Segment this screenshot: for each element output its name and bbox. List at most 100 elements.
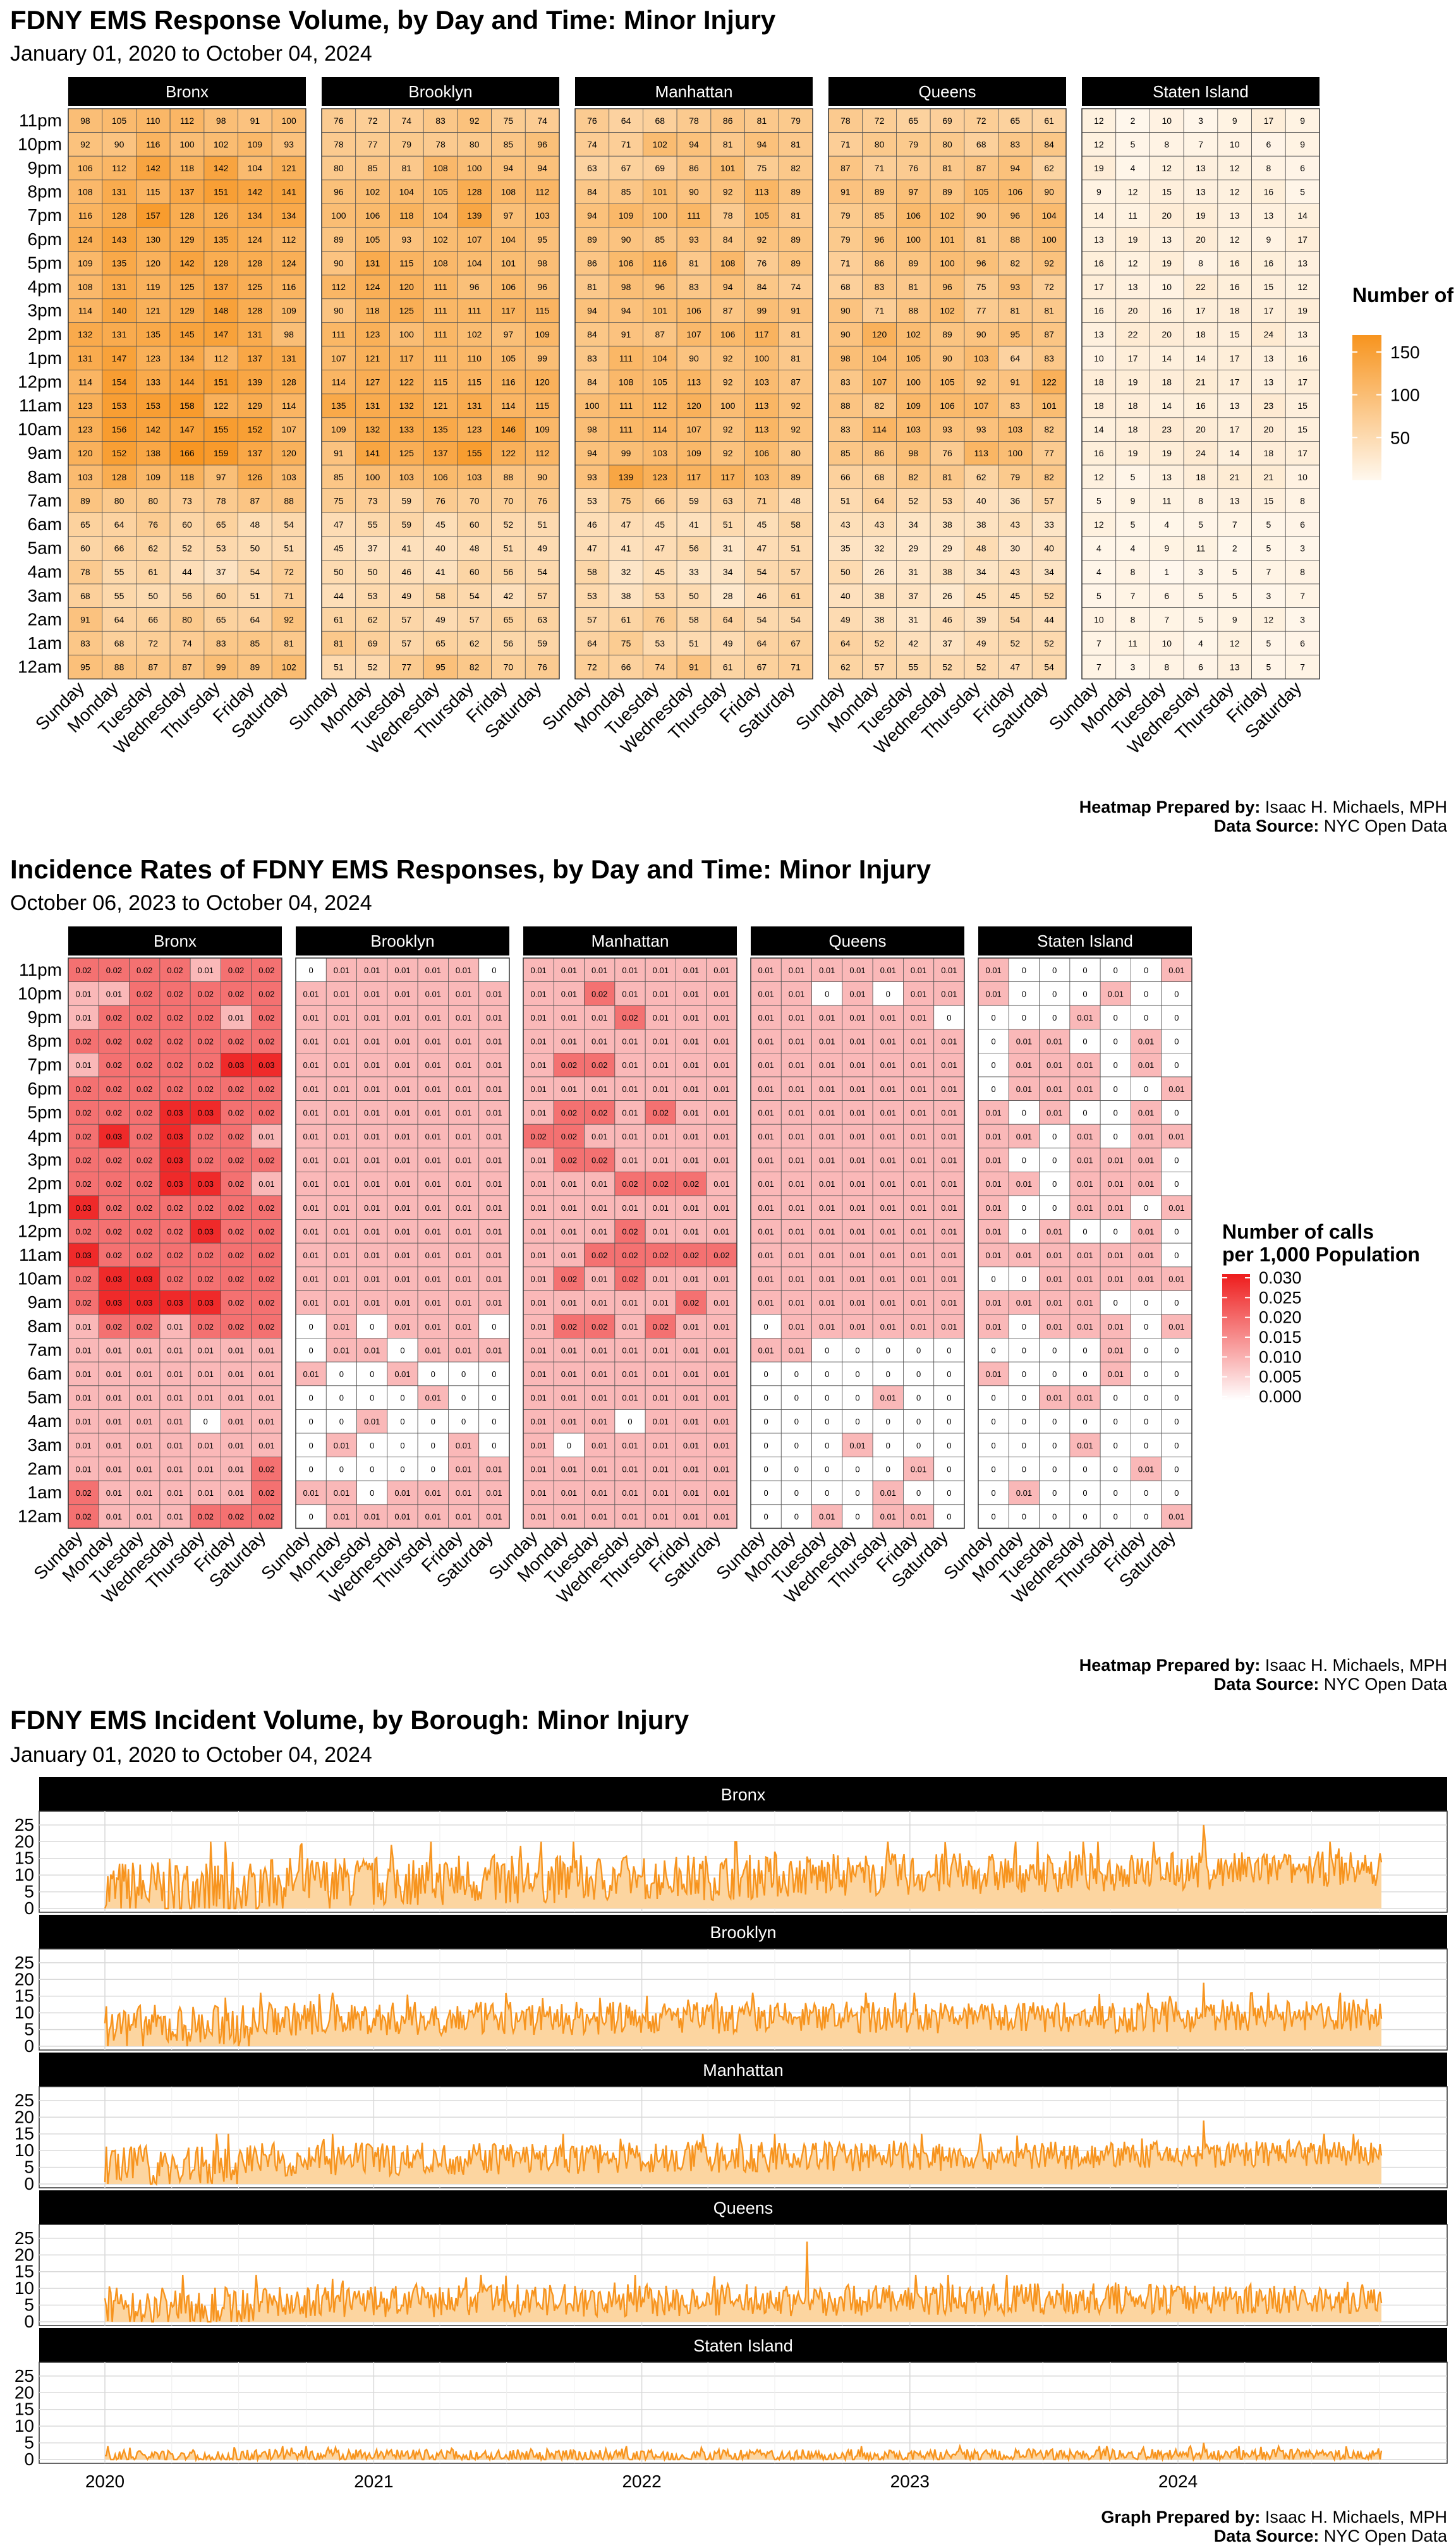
cell-value: 87 bbox=[148, 662, 158, 672]
cell-value: 69 bbox=[942, 116, 952, 126]
cell-value: 16 bbox=[1094, 258, 1104, 268]
cell-value: 0 bbox=[339, 1417, 344, 1426]
heatmap-cell bbox=[169, 155, 205, 181]
cell-value: 20 bbox=[1196, 234, 1206, 245]
heatmap-cell bbox=[136, 560, 171, 585]
cell-value: 0.01 bbox=[530, 1369, 546, 1379]
cell-value: 107 bbox=[331, 353, 346, 363]
cell-value: 94 bbox=[504, 163, 514, 173]
cell-value: 13 bbox=[1230, 210, 1240, 221]
y-tick-label: 5 bbox=[24, 2295, 34, 2315]
cell-value: 135 bbox=[112, 258, 127, 268]
heatmap-cell bbox=[862, 227, 897, 252]
cell-value: 0.01 bbox=[758, 1037, 774, 1046]
cell-value: 124 bbox=[78, 234, 93, 245]
cell-value: 0.01 bbox=[198, 1464, 214, 1474]
cell-value: 0.01 bbox=[789, 1251, 804, 1260]
cell-value: 0.01 bbox=[456, 1227, 471, 1236]
heatmap-cell bbox=[169, 251, 205, 276]
cell-value: 0.01 bbox=[941, 1322, 957, 1332]
cell-value: 100 bbox=[467, 163, 482, 173]
cell-value: 102 bbox=[940, 210, 955, 221]
cell-value: 0.01 bbox=[941, 1251, 957, 1260]
cell-value: 50 bbox=[368, 567, 378, 577]
cell-value: 0 bbox=[855, 1464, 859, 1474]
cell-value: 123 bbox=[78, 425, 93, 435]
heatmap-cell bbox=[778, 274, 813, 300]
cell-value: 0 bbox=[947, 1441, 951, 1450]
cell-value: 148 bbox=[214, 306, 229, 316]
cell-value: 0.02 bbox=[622, 1227, 638, 1236]
cell-value: 133 bbox=[399, 425, 415, 435]
heatmap-cell bbox=[136, 370, 171, 394]
cell-value: 117 bbox=[755, 329, 769, 339]
cell-value: 0.01 bbox=[425, 1488, 441, 1498]
cell-value: 0.01 bbox=[258, 1417, 274, 1426]
cell-value: 0.02 bbox=[75, 1275, 91, 1284]
cell-value: 0 bbox=[1022, 1441, 1026, 1450]
cell-value: 0 bbox=[309, 966, 313, 975]
cell-value: 53 bbox=[942, 495, 952, 506]
cell-value: 118 bbox=[180, 163, 195, 173]
cell-value: 45 bbox=[334, 543, 344, 554]
cell-value: 0 bbox=[764, 1441, 768, 1450]
cell-value: 106 bbox=[1008, 187, 1023, 197]
cell-value: 70 bbox=[504, 662, 514, 672]
cell-value: 52 bbox=[976, 662, 986, 672]
cell-value: 142 bbox=[248, 187, 263, 197]
cell-value: 67 bbox=[791, 638, 801, 648]
cell-value: 51 bbox=[334, 662, 344, 672]
cell-value: 0.01 bbox=[334, 1156, 349, 1165]
cell-value: 7 bbox=[1096, 662, 1101, 672]
heatmap-cell bbox=[574, 393, 610, 418]
cell-value: 0 bbox=[992, 1345, 996, 1355]
cell-value: 98 bbox=[80, 116, 90, 126]
cell-value: 0.01 bbox=[592, 1345, 607, 1355]
cell-value: 0.01 bbox=[530, 1227, 546, 1236]
cell-value: 17 bbox=[1094, 282, 1104, 292]
cell-value: 72 bbox=[976, 116, 986, 126]
cell-value: 0.01 bbox=[758, 966, 774, 975]
cell-value: 47 bbox=[587, 543, 597, 554]
cell-value: 0.01 bbox=[985, 1251, 1001, 1260]
cell-value: 145 bbox=[179, 329, 195, 339]
cell-value: 0.01 bbox=[486, 1251, 502, 1260]
cell-value: 10 bbox=[1094, 614, 1104, 624]
cell-value: 76 bbox=[537, 662, 547, 672]
heatmap-cell bbox=[744, 370, 779, 394]
cell-value: 0.01 bbox=[1077, 1251, 1093, 1260]
cell-value: 0.01 bbox=[364, 1298, 380, 1307]
cell-value: 24 bbox=[1264, 329, 1274, 339]
y-tick-label: 25 bbox=[15, 2090, 34, 2110]
cell-value: 51 bbox=[840, 495, 851, 506]
cell-value: 0.02 bbox=[653, 1322, 669, 1332]
cell-value: 128 bbox=[214, 258, 229, 268]
heatmap-cell bbox=[896, 607, 931, 632]
cell-value: 68 bbox=[655, 116, 665, 126]
cell-value: 0 bbox=[370, 1464, 374, 1474]
cell-value: 124 bbox=[281, 258, 296, 268]
cell-value: 15 bbox=[1230, 329, 1240, 339]
cell-value: 54 bbox=[1044, 662, 1054, 672]
cell-value: 98 bbox=[840, 353, 851, 363]
cell-value: 0.02 bbox=[622, 1275, 638, 1284]
y-tick-label-11am: 11am bbox=[19, 396, 62, 415]
cell-value: 0 bbox=[794, 1369, 799, 1379]
cell-value: 111 bbox=[434, 353, 447, 363]
cell-value: 126 bbox=[248, 472, 263, 482]
cell-value: 87 bbox=[655, 329, 665, 339]
cell-value: 56 bbox=[689, 543, 699, 554]
heatmap-cell bbox=[457, 298, 492, 323]
heatmap-cell bbox=[828, 607, 863, 632]
heatmap-cell bbox=[271, 298, 306, 323]
cell-value: 122 bbox=[501, 448, 516, 458]
cell-value: 0.01 bbox=[486, 1132, 502, 1141]
y-tick-label-10am: 10am bbox=[18, 1269, 62, 1289]
cell-value: 0.02 bbox=[258, 1298, 274, 1307]
cell-value: 131 bbox=[78, 353, 93, 363]
heatmap-cell bbox=[355, 203, 390, 228]
cell-value: 0.01 bbox=[561, 1203, 577, 1213]
cell-value: 105 bbox=[501, 353, 516, 363]
